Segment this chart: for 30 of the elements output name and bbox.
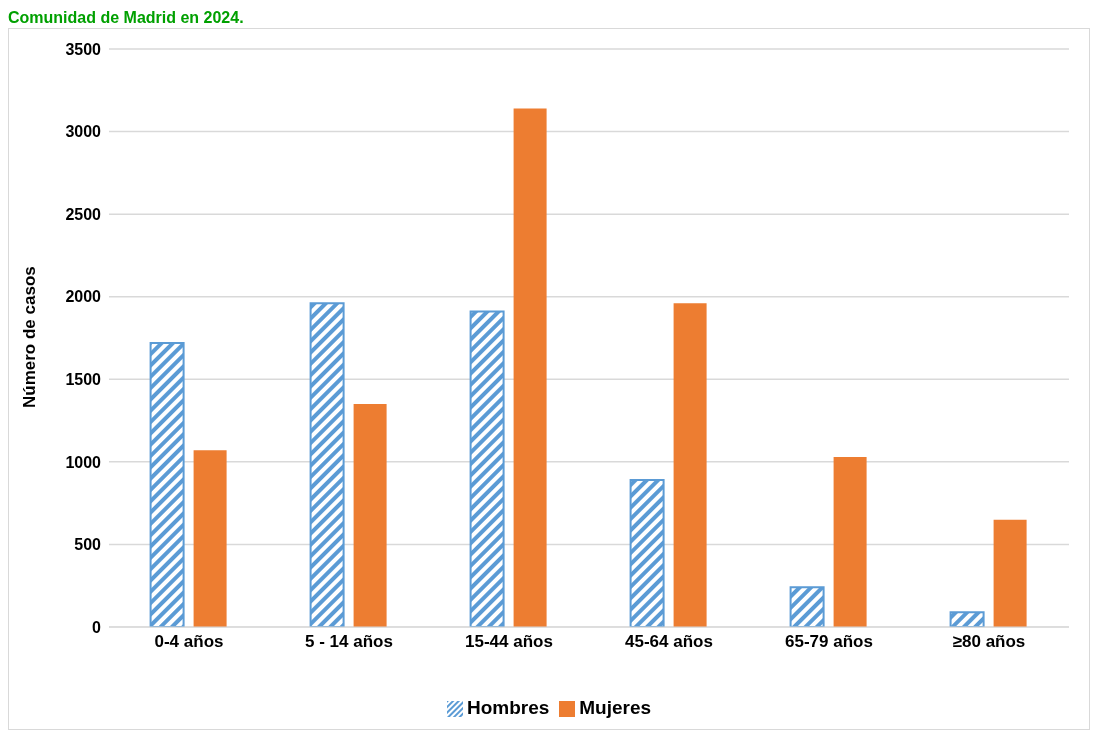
- x-tick-label: 5 - 14 años: [305, 632, 393, 652]
- bar: [513, 108, 547, 627]
- y-tick-label: 1500: [65, 370, 102, 388]
- y-tick-label: 2500: [65, 205, 102, 223]
- y-tick-label: 0: [92, 618, 102, 636]
- x-tick-label: ≥80 años: [952, 632, 1026, 652]
- bar: [193, 450, 227, 627]
- bar: [469, 310, 505, 627]
- y-tick-label: 3000: [65, 123, 102, 141]
- legend-label: Mujeres: [579, 697, 652, 718]
- bar: [309, 302, 345, 627]
- y-tick-label: 1000: [65, 453, 102, 471]
- bar: [353, 404, 387, 627]
- y-tick-label: 500: [74, 536, 102, 554]
- bar: [833, 456, 867, 627]
- y-tick-label: 2000: [65, 288, 102, 306]
- bar: [673, 303, 707, 627]
- bar: [949, 611, 985, 627]
- x-tick-label: 0-4 años: [154, 632, 224, 652]
- x-tick-label: 65-79 años: [785, 632, 873, 652]
- bar: [789, 586, 825, 627]
- legend-label: Hombres: [466, 697, 550, 718]
- x-tick-label: 45-64 años: [625, 632, 713, 652]
- bar: [629, 479, 665, 627]
- y-tick-label: 3500: [65, 40, 102, 58]
- y-axis-title: Número de casos: [20, 266, 40, 408]
- bar: [149, 341, 185, 627]
- x-tick-label: 15-44 años: [465, 632, 553, 652]
- chart-title: Comunidad de Madrid en 2024.: [8, 8, 245, 28]
- bar: [993, 519, 1027, 627]
